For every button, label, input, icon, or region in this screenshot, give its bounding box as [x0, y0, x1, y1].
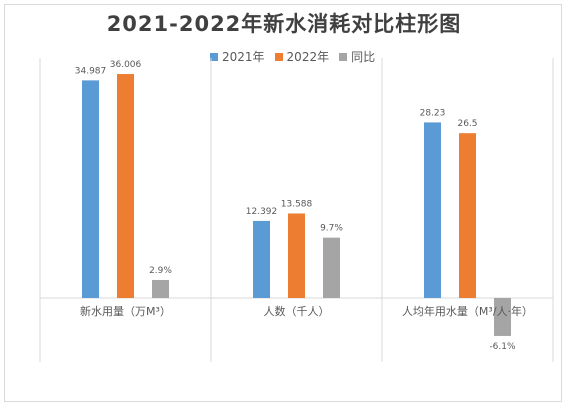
legend-label-2022: 2022年: [286, 50, 330, 64]
legend-item-2022: 2022年: [274, 48, 330, 65]
legend-swatch-2022: [274, 52, 283, 61]
legend-label-2021: 2021年: [222, 50, 265, 64]
legend-item-yoy: 同比: [339, 48, 375, 65]
legend-item-2021: 2021年: [210, 48, 265, 65]
legend-swatch-yoy: [339, 52, 348, 61]
legend-label-yoy: 同比: [351, 50, 376, 64]
legend-swatch-2021: [210, 52, 218, 61]
chart-title: 2021-2022年新水消耗对比柱形图: [106, 12, 462, 36]
chart-legend: 2021年 2022年 同比: [210, 48, 375, 65]
